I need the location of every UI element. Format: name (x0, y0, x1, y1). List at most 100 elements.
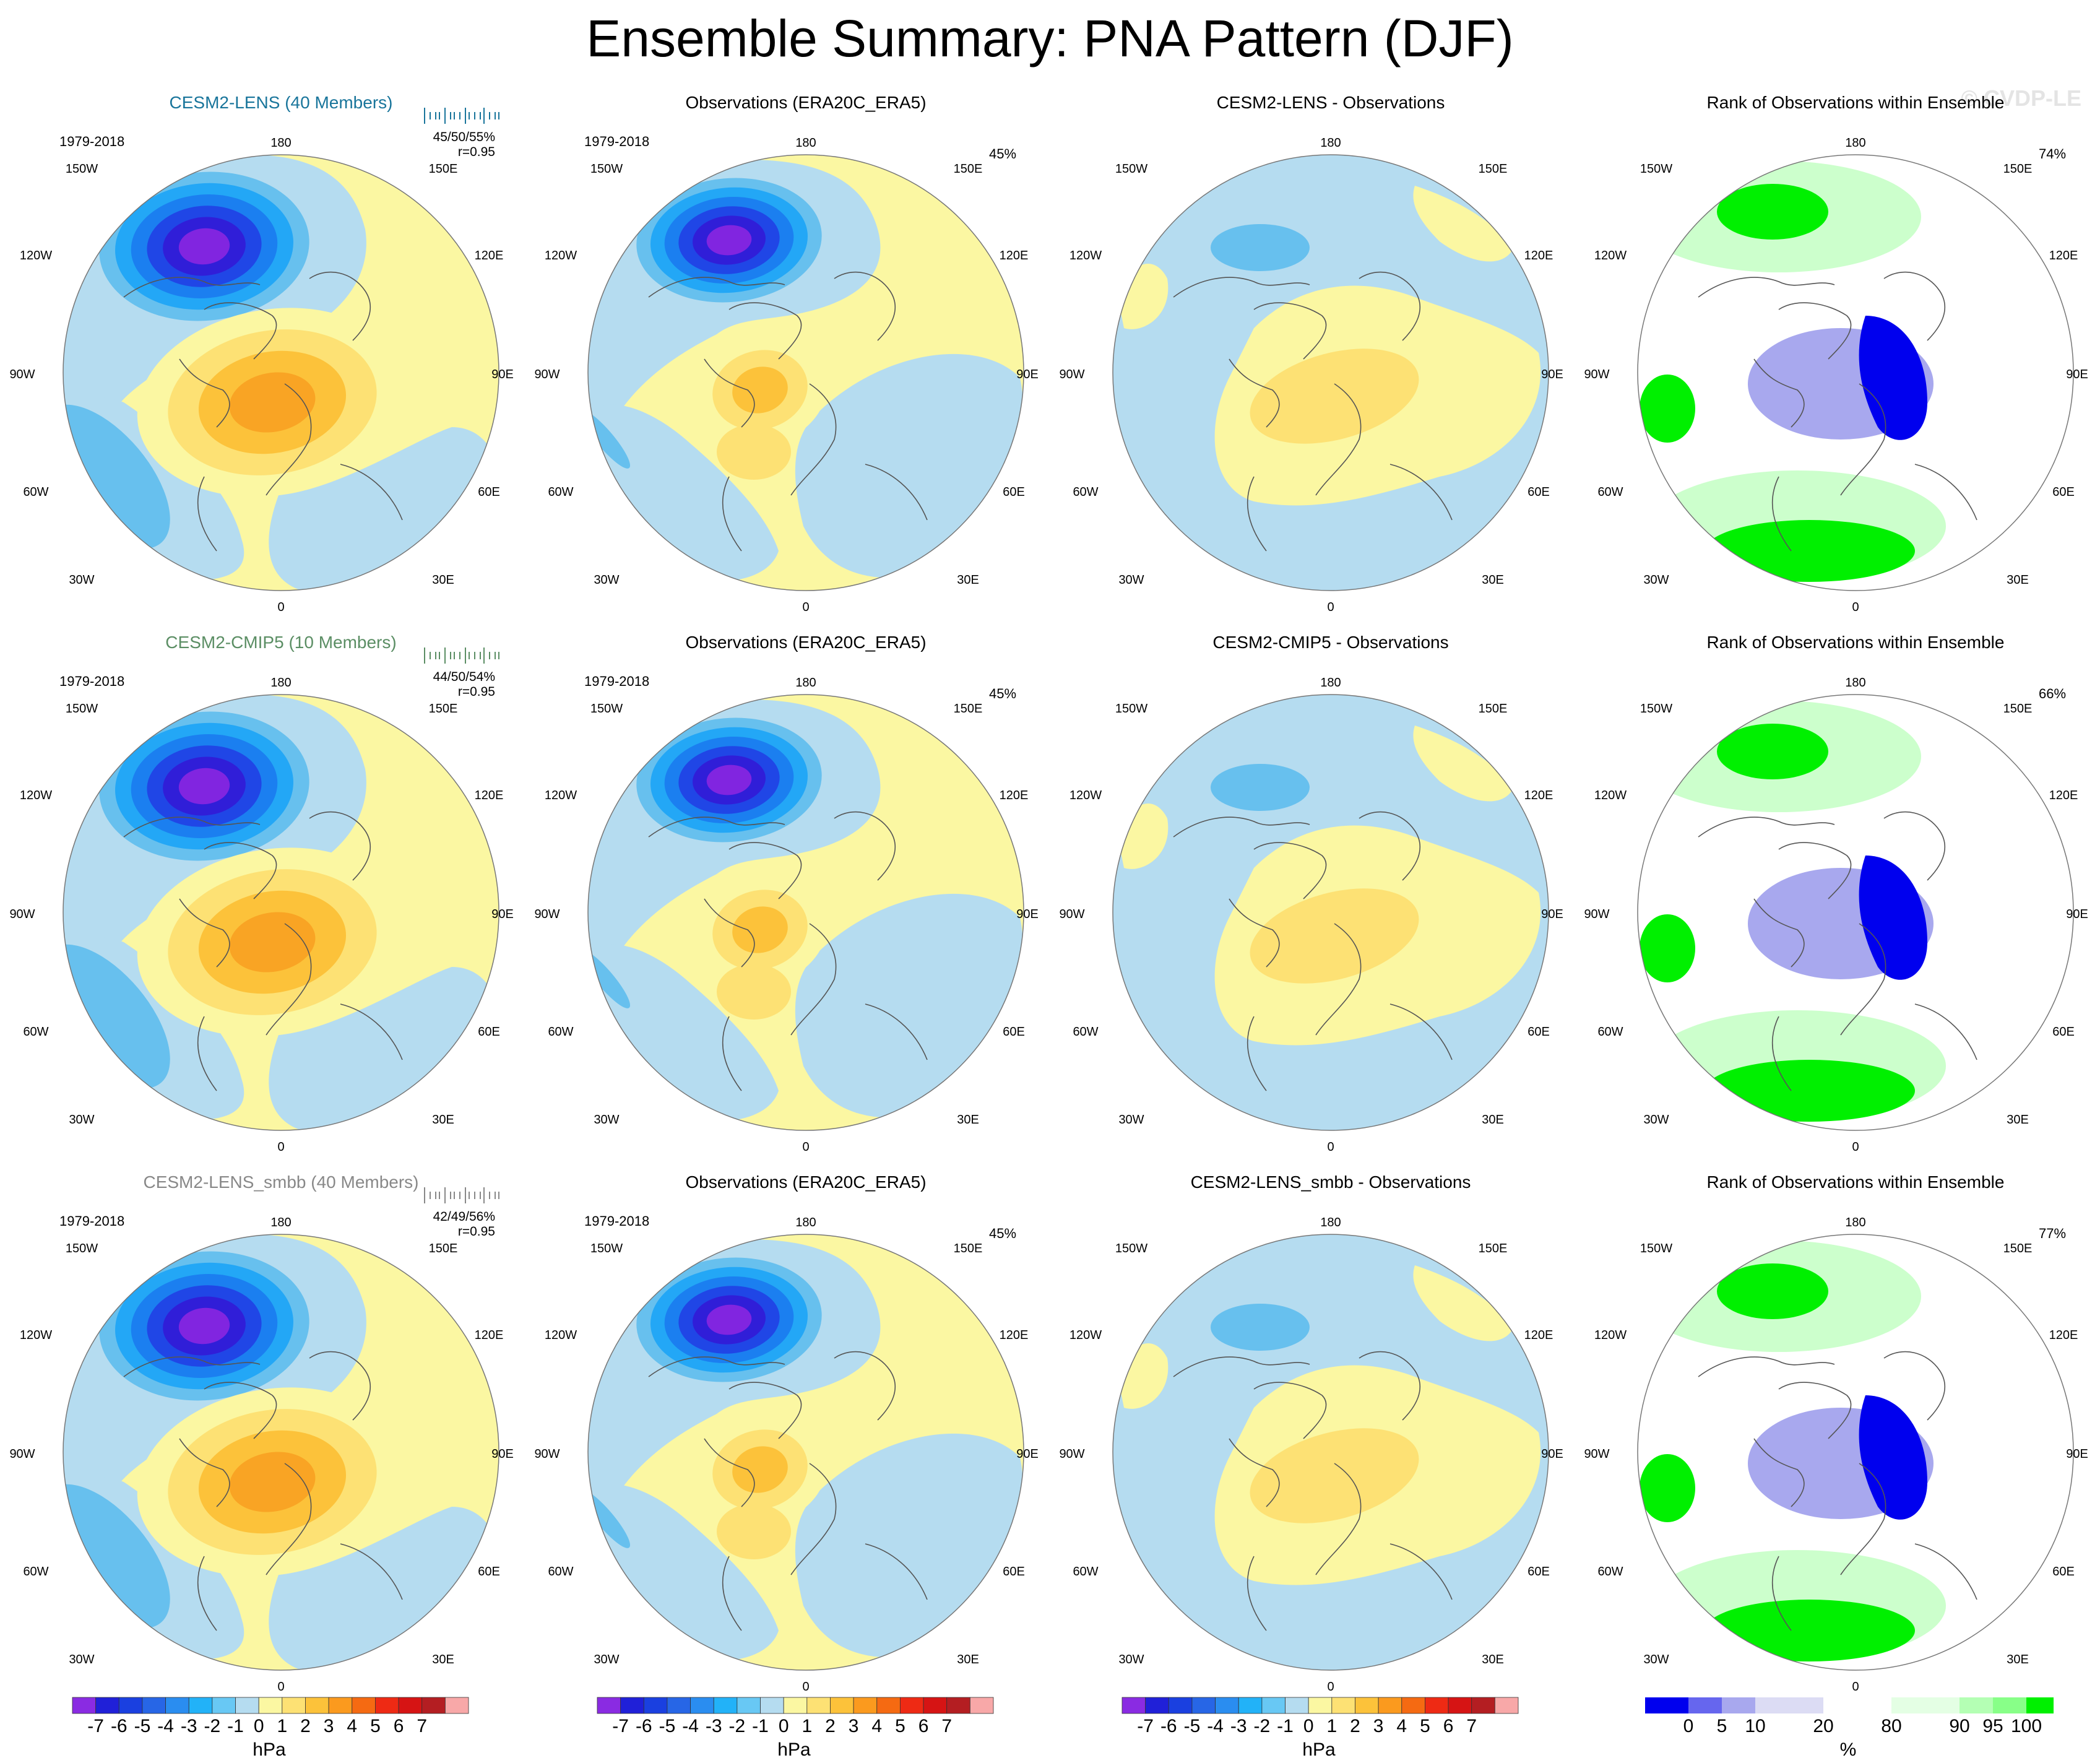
longitude-label-l: 90W (1584, 368, 1610, 381)
difference-title: CESM2-LENS_smbb - Observations (1190, 1172, 1471, 1192)
longitude-label-ll1: 30W (1118, 573, 1144, 587)
coastline (179, 1438, 230, 1507)
colorbar-swatch (1121, 1697, 1146, 1714)
longitude-label-top: 180 (270, 676, 292, 690)
longitude-label-r: 90E (1016, 368, 1039, 381)
hpa-colorbar (597, 1697, 994, 1714)
coastline (197, 476, 217, 552)
coastline (1389, 1003, 1453, 1060)
longitude-label-ll2: 60W (1073, 1565, 1099, 1579)
longitude-label-r: 90E (491, 1447, 514, 1461)
longitude-label-ll2: 60W (1073, 485, 1099, 499)
coastline (1914, 464, 1977, 521)
coastline (1253, 1382, 1327, 1439)
coastline (1698, 1356, 1835, 1377)
longitude-label-lr1: 30E (1482, 573, 1504, 587)
coastline (1840, 923, 1886, 1036)
longitude-label-ll2: 60W (1597, 1565, 1623, 1579)
variance-explained: 45% (989, 686, 1017, 701)
colorbar-tick: 100 (2010, 1716, 2042, 1736)
high-contour (229, 912, 316, 972)
map-field (63, 695, 499, 1130)
coastline (197, 1016, 217, 1091)
colorbar-tick: 4 (347, 1716, 358, 1736)
longitude-label-ur1: 150E (2003, 1242, 2033, 1255)
colorbar-tick: -2 (1253, 1716, 1271, 1736)
longitude-label-ul2: 120W (544, 249, 577, 262)
longitude-label-top: 180 (270, 136, 292, 150)
colorbar-swatch (1471, 1697, 1495, 1714)
longitude-label-r: 90E (1016, 1447, 1039, 1461)
low-contour (706, 1304, 752, 1335)
colorbar-unit: hPa (1302, 1739, 1336, 1760)
polar-map (1637, 154, 2074, 591)
longitude-label-bottom: 0 (277, 600, 285, 614)
longitude-label-ll1: 30W (1643, 573, 1669, 587)
model-title: CESM2-CMIP5 (10 Members) (165, 633, 397, 652)
longitude-label-top: 180 (1320, 676, 1341, 690)
obs-title: Observations (ERA20C_ERA5) (685, 633, 927, 652)
coastline (1914, 1543, 1977, 1600)
map-boundary (1112, 694, 1549, 1131)
coastline (834, 271, 896, 341)
polar-map (1637, 694, 2074, 1131)
rank-colorbar (1645, 1697, 2054, 1713)
rank-title: Rank of Observations within Ensemble (1706, 1172, 2005, 1192)
longitude-label-ll2: 60W (1597, 1025, 1623, 1039)
longitude-label-ll2: 60W (23, 1565, 49, 1579)
colorbar-swatch (597, 1697, 621, 1714)
longitude-label-ur2: 120E (1524, 1328, 1553, 1342)
coastline (722, 1016, 742, 1091)
coastline (1247, 1556, 1267, 1631)
colorbar-tick: 20 (1813, 1716, 1834, 1736)
rank-region (1717, 1263, 1828, 1319)
colorbar-swatch (398, 1697, 423, 1714)
colorbar-tick: 90 (1949, 1716, 1970, 1736)
rank-panel: Rank of Observations within Ensemble 77% 1… (1584, 1172, 2100, 1711)
rank-title: Rank of Observations within Ensemble (1706, 633, 2005, 652)
polar-map (587, 1234, 1024, 1671)
coastline (1389, 464, 1453, 521)
coastline (790, 1463, 837, 1575)
longitude-label-bottom: 0 (802, 1140, 810, 1154)
colorbar-swatch (1993, 1697, 2026, 1713)
colorbar-swatch (1191, 1697, 1216, 1714)
model-panel: CESM2-LENS (40 Members) 1979-2018 45/50/55… (9, 93, 543, 631)
coastline (790, 383, 837, 496)
longitude-label-r: 90E (2066, 368, 2088, 381)
low-contour (178, 1307, 230, 1345)
high-contour (732, 906, 788, 953)
longitude-label-lr1: 30E (432, 1653, 454, 1666)
colorbar-tick: 5 (1420, 1716, 1430, 1736)
colorbar-tick: -1 (752, 1716, 769, 1736)
longitude-label-ll1: 30W (594, 1653, 620, 1666)
longitude-label-l: 90W (9, 1447, 35, 1461)
colorbar-tick: 7 (1466, 1716, 1477, 1736)
colorbar-tick: 4 (1396, 1716, 1407, 1736)
coastline (1753, 358, 1805, 428)
colorbar-tick: -7 (1137, 1716, 1154, 1736)
longitude-label-ll2: 60W (548, 1565, 574, 1579)
colorbar-tick: -6 (1160, 1716, 1177, 1736)
colorbar-swatch (118, 1697, 143, 1714)
colorbar-swatch (1823, 1697, 1891, 1713)
longitude-label-top: 180 (1845, 136, 1866, 150)
longitude-label-ll1: 30W (69, 1113, 95, 1127)
colorbar-swatch (375, 1697, 399, 1714)
coastline (1840, 383, 1886, 496)
longitude-label-lr2: 60E (1003, 1565, 1025, 1579)
coastline (1359, 1351, 1421, 1421)
longitude-label-bottom: 0 (802, 1680, 810, 1694)
colorbar-tick: 4 (871, 1716, 883, 1736)
colorbar-swatch (2026, 1697, 2054, 1713)
longitude-label-ll1: 30W (1643, 1653, 1669, 1666)
colorbar-tick: -6 (635, 1716, 652, 1736)
coastline (722, 1556, 742, 1631)
high-contour (229, 372, 316, 433)
longitude-label-r: 90E (2066, 907, 2088, 921)
rank-region (1859, 1395, 1927, 1520)
pattern-stats: 45/50/55% r=0.95 (371, 130, 495, 160)
colorbar-tick: 95 (1982, 1716, 2003, 1736)
colorbar-swatch (783, 1697, 808, 1714)
colorbar-tick: 0 (1303, 1716, 1314, 1736)
